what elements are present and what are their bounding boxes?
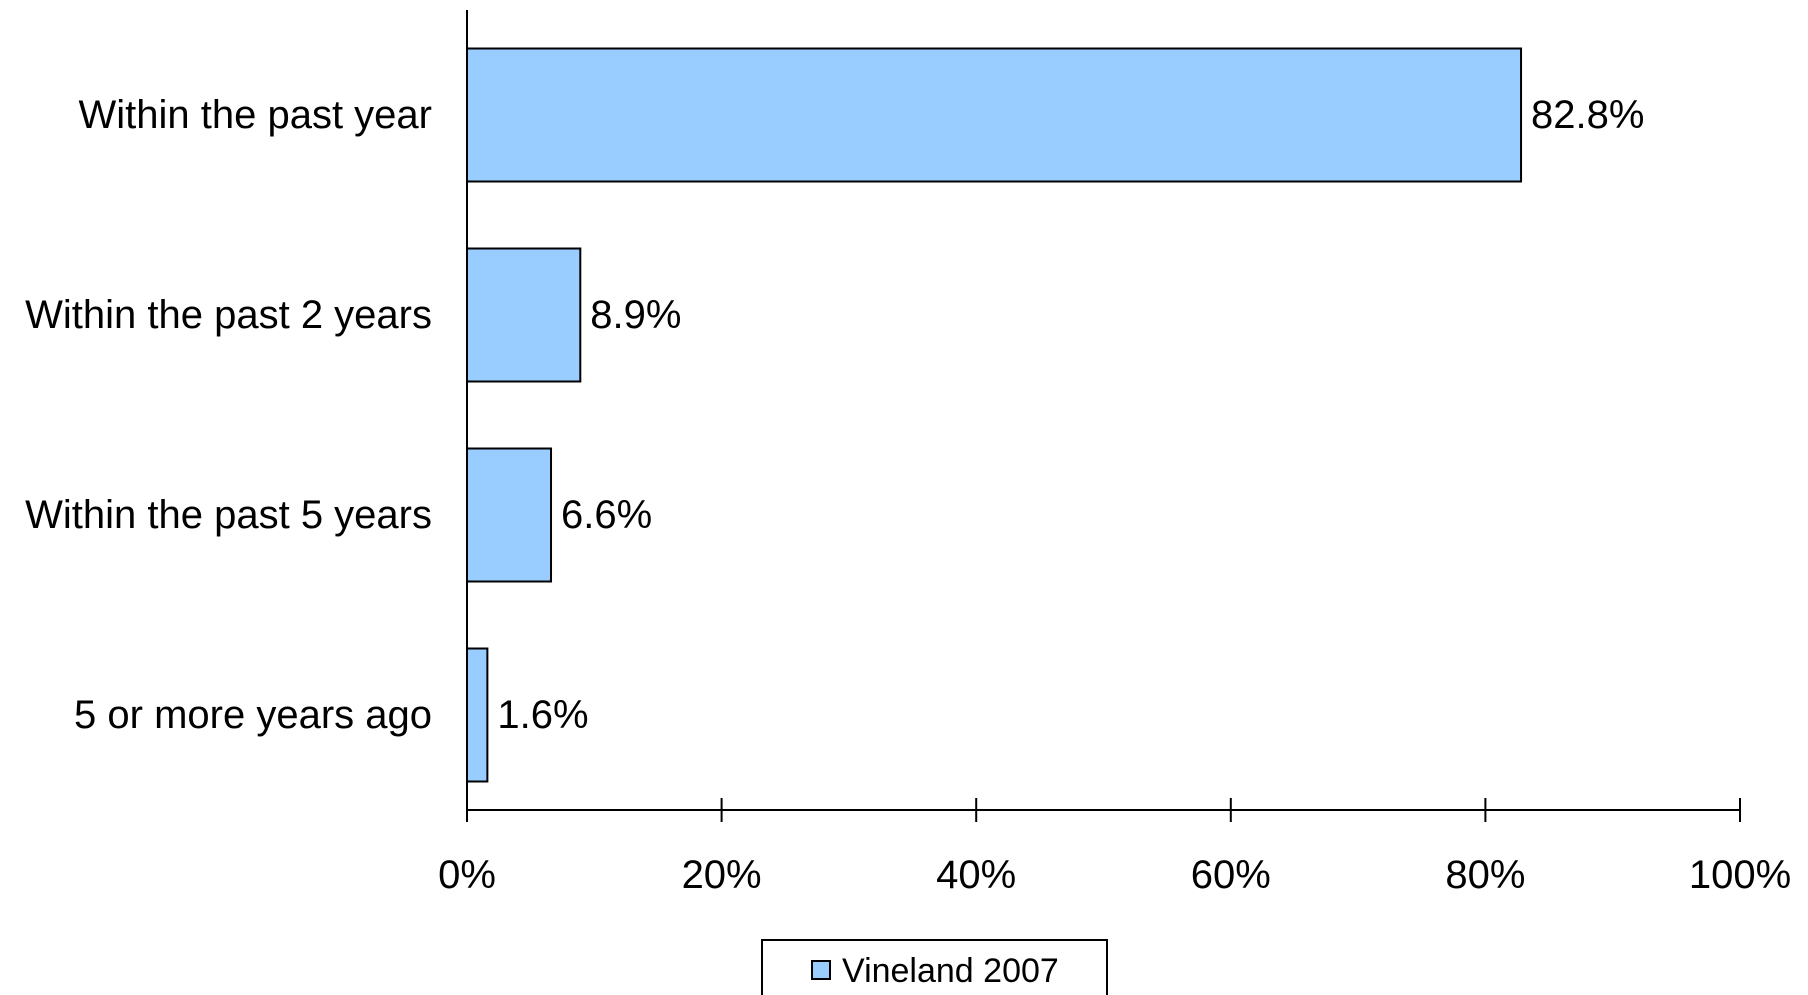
category-label-3: Within the past 5 years [25,493,432,537]
labels-layer: 82.8% Within the past year 8.9% Within the … [25,93,1644,737]
bar-1 [466,47,1523,183]
axes-layer: 0% 20% 40% 60% 80% 100% [438,10,1791,897]
data-label-3: 6.6% [561,493,652,537]
bar-4 [466,647,489,783]
x-tick-label-3: 40% [936,853,1016,897]
category-label-1: Within the past year [79,93,433,137]
legend-label: Vineland 2007 [842,952,1059,990]
bar-2 [466,247,582,383]
x-tick-label-6: 100% [1689,853,1791,897]
data-label-4: 1.6% [497,693,588,737]
bars-layer [466,47,1523,783]
legend: Vineland 2007 [761,939,1108,995]
x-tick-label-1: 0% [438,853,496,897]
legend-swatch [811,960,831,980]
category-label-2: Within the past 2 years [25,293,432,337]
x-tick-label-5: 80% [1445,853,1525,897]
data-label-1: 82.8% [1531,93,1644,137]
data-label-2: 8.9% [590,293,681,337]
x-tick-label-4: 60% [1191,853,1271,897]
category-label-4: 5 or more years ago [74,693,432,737]
bar-3 [466,447,553,583]
x-tick-label-2: 20% [682,853,762,897]
